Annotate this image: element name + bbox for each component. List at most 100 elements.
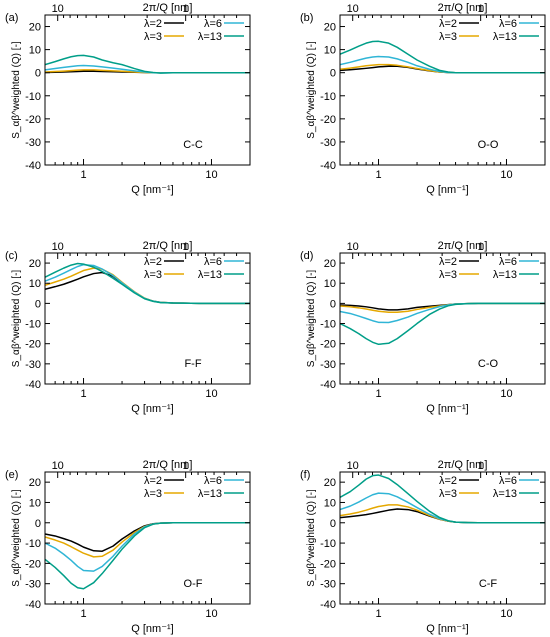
legend-label: λ=3 (144, 269, 162, 281)
top-axis-label: 2π/Q [nm] (438, 459, 488, 471)
top-tick-label: 10 (347, 241, 359, 253)
y-tick-label: 10 (324, 497, 336, 509)
legend-label: λ=3 (439, 31, 457, 43)
x-axis-label: Q [nm⁻¹] (131, 403, 173, 415)
y-tick-label: 20 (324, 22, 336, 34)
series-line-4 (340, 302, 545, 346)
y-tick-label: -20 (25, 558, 41, 570)
y-tick-label: 20 (29, 258, 41, 270)
legend-label: λ=13 (493, 31, 517, 43)
y-tick-label: 0 (35, 298, 41, 310)
x-tick-label: 1 (375, 388, 381, 400)
top-tick-label: 1 (183, 3, 189, 15)
x-tick-label: 10 (205, 169, 217, 181)
x-tick-label: 1 (375, 608, 381, 620)
series-line-3 (340, 302, 545, 324)
x-tick-label: 10 (500, 608, 512, 620)
panel-label: (e) (5, 469, 18, 481)
top-tick-label: 10 (52, 241, 64, 253)
y-tick-label: 20 (324, 258, 336, 270)
top-tick-label: 10 (347, 3, 359, 15)
y-tick-label: -30 (320, 137, 336, 149)
top-tick-label: 10 (347, 460, 359, 472)
series-line-2 (45, 522, 250, 558)
y-axis-label: S_αβ^weighted (Q) [-] (306, 41, 317, 139)
legend-label: λ=6 (204, 475, 222, 487)
series-line-4 (45, 54, 250, 74)
top-tick-label: 1 (478, 460, 484, 472)
y-tick-label: -10 (320, 91, 336, 103)
top-axis-label: 2π/Q [nm] (438, 240, 488, 252)
y-tick-label: 20 (29, 22, 41, 34)
y-tick-label: -20 (25, 114, 41, 126)
legend-label: λ=6 (204, 18, 222, 30)
pair-label: C-O (478, 358, 499, 370)
series-line-1 (340, 508, 545, 524)
y-tick-label: 0 (35, 68, 41, 80)
legend-label: λ=2 (439, 18, 457, 30)
y-tick-label: 10 (324, 278, 336, 290)
top-tick-label: 1 (183, 241, 189, 253)
legend-label: λ=3 (439, 488, 457, 500)
legend-label: λ=6 (499, 18, 517, 30)
y-tick-label: -20 (320, 114, 336, 126)
top-tick-label: 10 (52, 460, 64, 472)
x-tick-label: 10 (205, 388, 217, 400)
x-tick-label: 10 (500, 169, 512, 181)
top-axis-label: 2π/Q [nm] (143, 240, 193, 252)
legend-label: λ=13 (493, 269, 517, 281)
pair-label: C-F (479, 578, 498, 590)
x-axis-label: Q [nm⁻¹] (131, 623, 173, 635)
panel-label: (d) (300, 250, 313, 262)
x-axis-label: Q [nm⁻¹] (426, 403, 468, 415)
legend-label: λ=6 (499, 475, 517, 487)
top-axis-label: 2π/Q [nm] (143, 459, 193, 471)
y-axis-label: S_αβ^weighted (Q) [-] (306, 270, 317, 368)
y-axis-label: S_αβ^weighted (Q) [-] (11, 270, 22, 368)
pair-label: F-F (184, 358, 201, 370)
y-tick-label: 20 (324, 477, 336, 489)
panel-label: (f) (300, 469, 310, 481)
y-tick-label: 10 (29, 497, 41, 509)
y-tick-label: 0 (330, 518, 336, 530)
y-tick-label: -10 (25, 538, 41, 550)
y-tick-label: 0 (330, 68, 336, 80)
y-tick-label: -40 (25, 379, 41, 391)
pair-label: C-C (183, 139, 203, 151)
y-tick-label: -30 (320, 579, 336, 591)
series-line-3 (45, 522, 250, 572)
x-tick-label: 1 (80, 608, 86, 620)
legend-label: λ=3 (144, 31, 162, 43)
legend-label: λ=13 (198, 488, 222, 500)
y-tick-label: -30 (25, 579, 41, 591)
y-tick-label: 10 (324, 45, 336, 57)
y-tick-label: 10 (29, 278, 41, 290)
y-tick-label: -40 (320, 599, 336, 611)
y-tick-label: -40 (320, 379, 336, 391)
y-tick-label: -40 (25, 599, 41, 611)
y-axis-label: S_αβ^weighted (Q) [-] (306, 489, 317, 587)
x-axis-label: Q [nm⁻¹] (131, 184, 173, 196)
legend-label: λ=3 (439, 269, 457, 281)
legend-label: λ=2 (439, 475, 457, 487)
y-axis-label: S_αβ^weighted (Q) [-] (11, 41, 22, 139)
series-line-4 (45, 262, 250, 305)
legend-label: λ=13 (493, 488, 517, 500)
y-tick-label: -30 (25, 359, 41, 371)
y-tick-label: -30 (320, 359, 336, 371)
legend-label: λ=2 (144, 256, 162, 268)
legend-label: λ=2 (439, 256, 457, 268)
y-tick-label: -10 (320, 538, 336, 550)
series-line-4 (45, 522, 250, 590)
top-tick-label: 1 (478, 3, 484, 15)
series-line-4 (340, 40, 545, 74)
y-tick-label: -20 (320, 339, 336, 351)
legend-label: λ=13 (198, 269, 222, 281)
